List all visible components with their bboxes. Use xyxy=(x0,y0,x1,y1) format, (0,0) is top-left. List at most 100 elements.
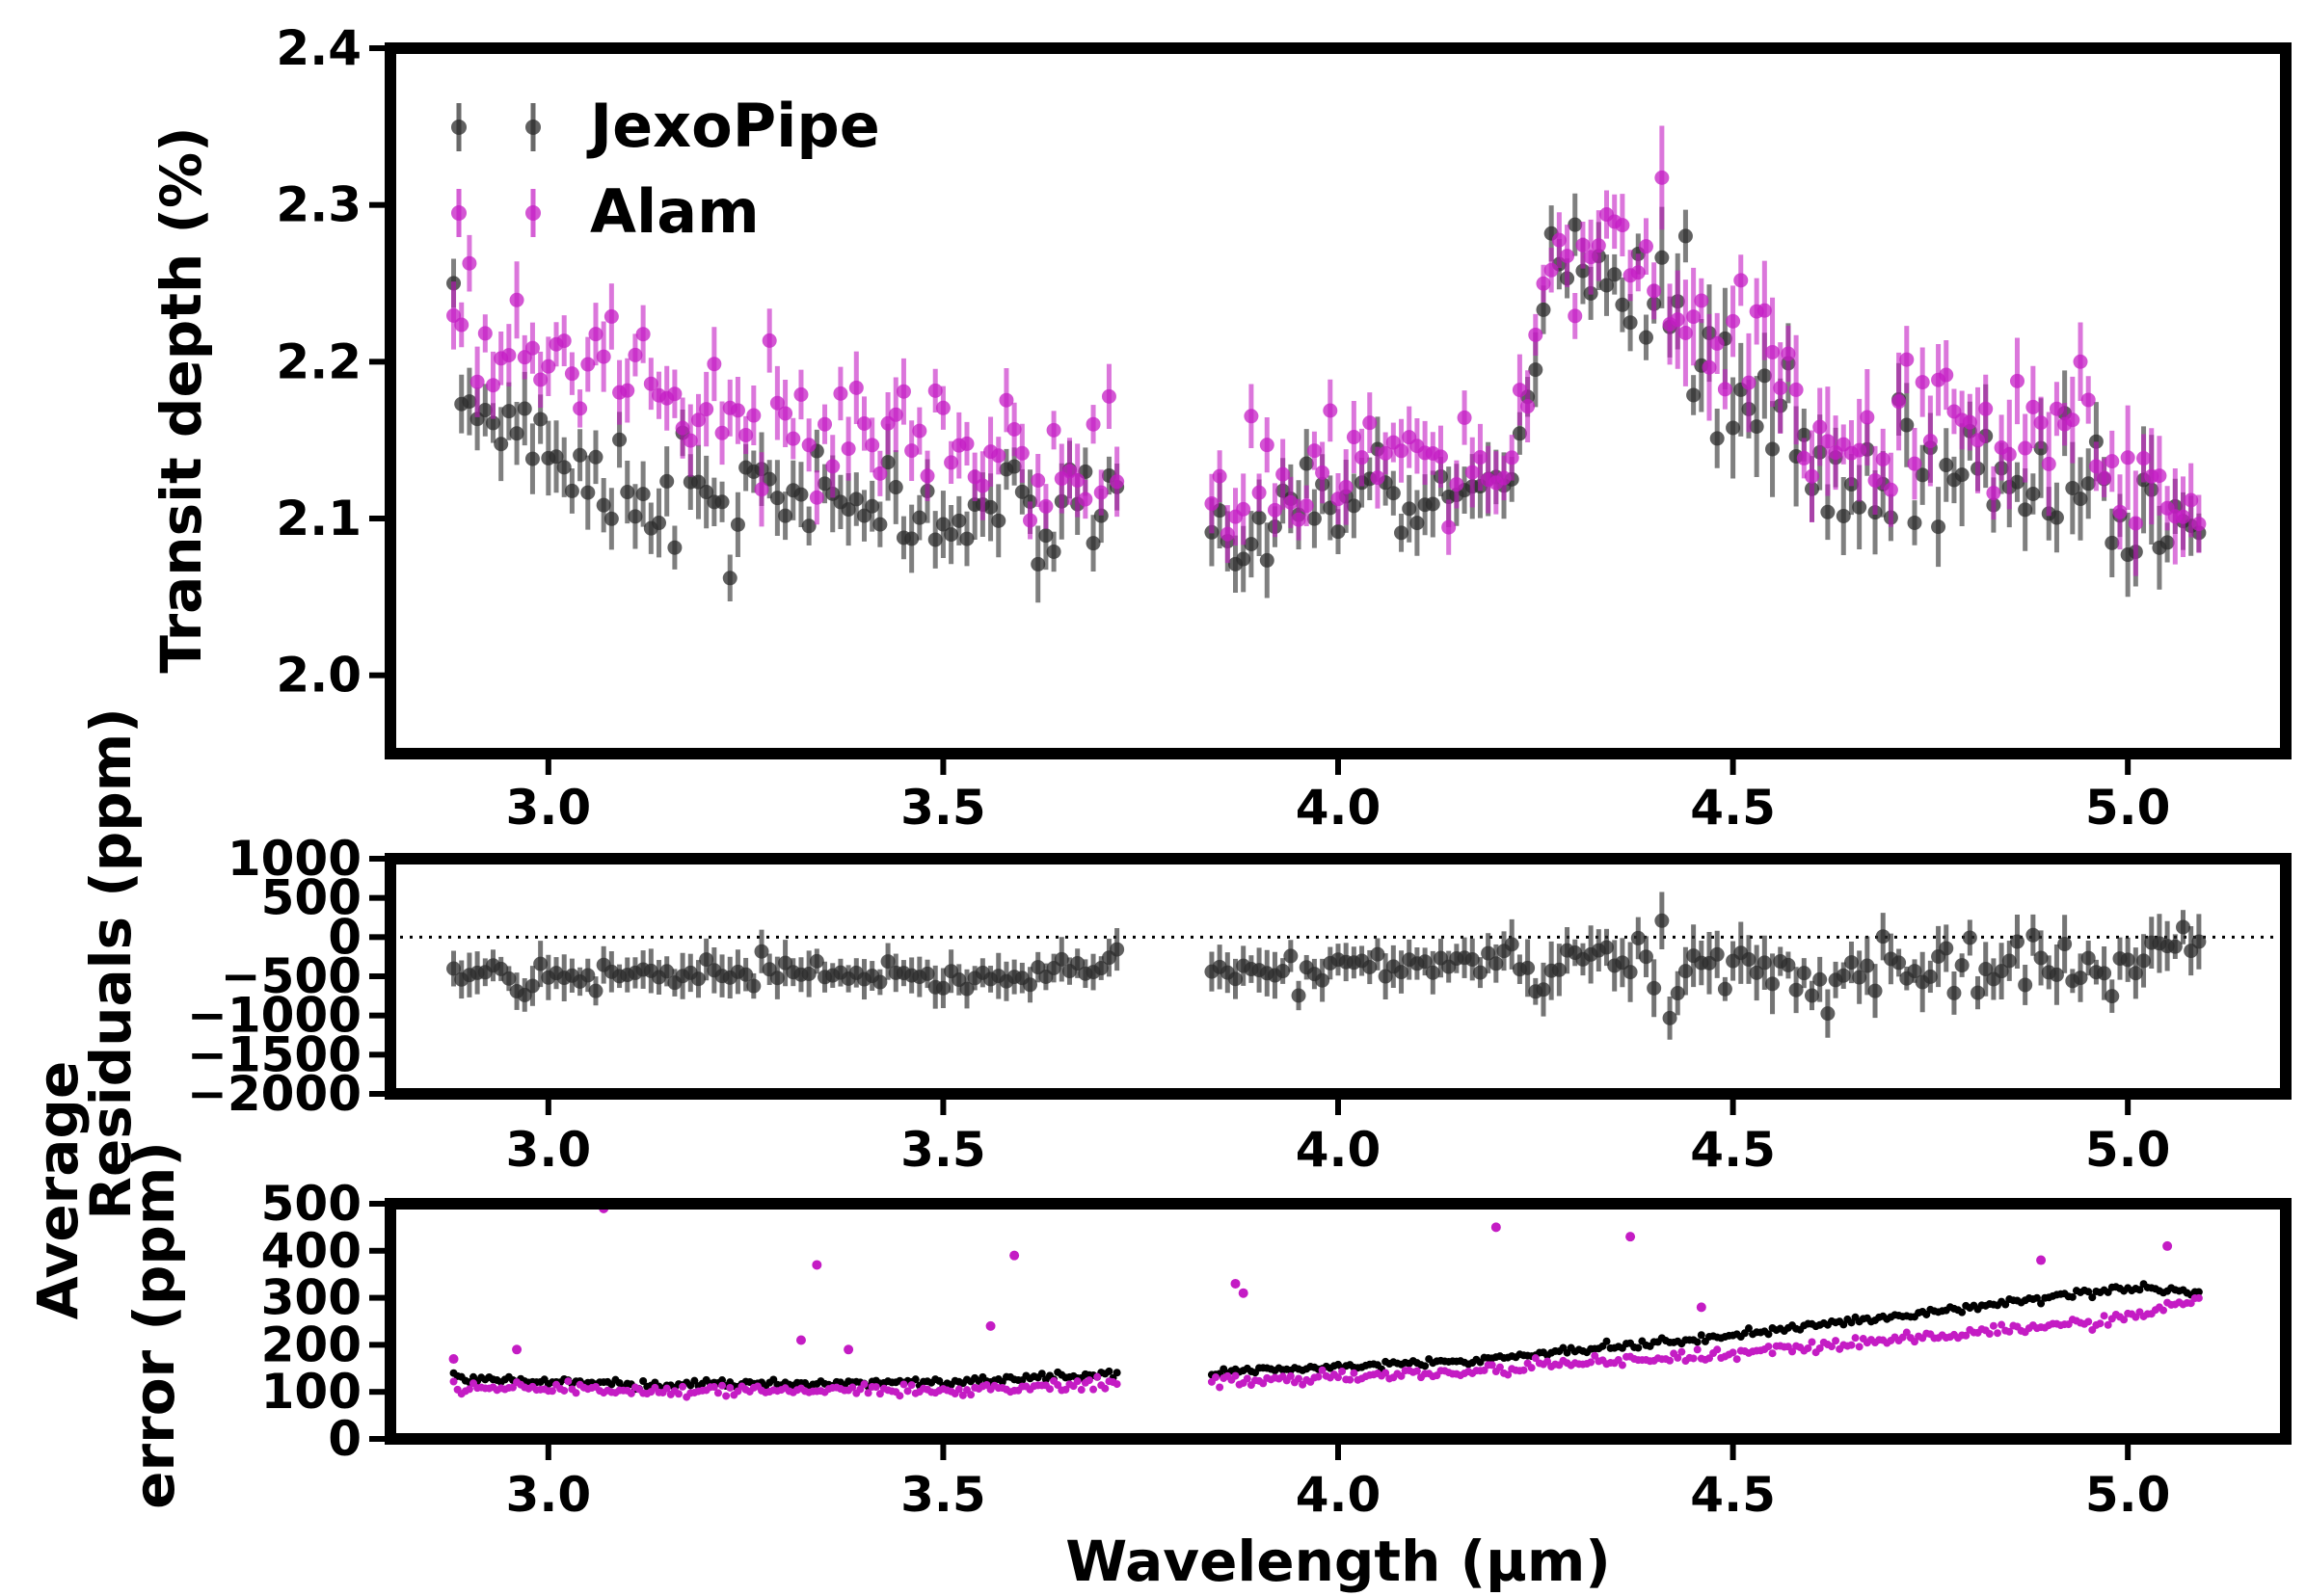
transit-depth-frame xyxy=(385,42,2292,759)
data-point xyxy=(1986,486,2001,501)
data-point xyxy=(1054,1380,1062,1389)
data-point xyxy=(1449,477,1464,492)
data-point xyxy=(1749,419,1764,435)
data-point xyxy=(1815,1343,1824,1352)
data-point xyxy=(1583,250,1598,265)
data-point xyxy=(477,326,493,341)
data-point xyxy=(1670,986,1685,1001)
data-point xyxy=(628,347,643,362)
data-point xyxy=(1568,308,1583,324)
outlier-point xyxy=(985,1320,996,1331)
data-point xyxy=(1618,1361,1626,1370)
data-point xyxy=(1283,494,1299,510)
data-point xyxy=(1283,948,1299,964)
data-point xyxy=(667,540,683,555)
y-tick-label: 500 xyxy=(261,870,362,926)
data-point xyxy=(690,1376,699,1385)
data-point xyxy=(1394,965,1409,980)
data-point xyxy=(1306,443,1322,459)
data-point xyxy=(718,1381,727,1390)
data-point xyxy=(1847,1341,1856,1349)
data-point xyxy=(2159,535,2175,550)
data-point xyxy=(549,449,564,465)
data-point xyxy=(2100,1312,2108,1320)
data-point xyxy=(1694,293,1709,308)
y-tick-label: 500 xyxy=(261,1176,362,1232)
data-point xyxy=(1101,1384,1110,1393)
outlier-point xyxy=(1696,1302,1706,1313)
data-point xyxy=(1488,956,1504,971)
data-point xyxy=(1528,327,1543,342)
data-point xyxy=(1354,450,1370,466)
data-point xyxy=(991,513,1006,528)
average-error-frame xyxy=(385,1198,2292,1445)
data-point xyxy=(848,492,864,507)
data-point xyxy=(1105,1367,1113,1375)
data-point xyxy=(1851,1334,1860,1343)
transit-depth-ticks: 3.0 3.5 4.0 4.5 5.0 2.0 2.1 2.2 2.3 2.4 xyxy=(276,20,2170,836)
x-tick-label: 5.0 xyxy=(2085,780,2171,836)
data-point xyxy=(1634,1343,1643,1352)
data-point xyxy=(860,1380,869,1389)
data-point xyxy=(533,372,549,387)
data-point xyxy=(1954,467,1970,483)
average-error-data xyxy=(448,1203,2203,1401)
data-point xyxy=(1839,1320,1848,1329)
data-point xyxy=(580,485,596,500)
data-point xyxy=(572,1389,580,1397)
data-point xyxy=(746,408,762,423)
data-point xyxy=(2105,989,2120,1004)
data-point xyxy=(2112,504,2128,519)
data-point xyxy=(1756,368,1772,384)
data-point xyxy=(1630,930,1646,945)
y-tick-label: 200 xyxy=(261,1317,362,1372)
data-point xyxy=(449,1377,458,1386)
outlier-point xyxy=(1490,1222,1501,1233)
data-point xyxy=(1630,265,1646,280)
data-point xyxy=(1697,1331,1705,1340)
data-point xyxy=(1994,1329,2002,1338)
data-point xyxy=(1615,955,1630,971)
data-point xyxy=(1689,1354,1698,1363)
data-point xyxy=(1654,913,1670,928)
data-point xyxy=(524,451,540,466)
data-point xyxy=(1907,515,1922,530)
data-point xyxy=(1338,479,1354,494)
data-point xyxy=(2136,451,2152,466)
outlier-point xyxy=(2162,1240,2173,1251)
data-point xyxy=(1536,982,1551,998)
data-point xyxy=(1591,1351,1599,1360)
data-point xyxy=(699,402,714,417)
data-point xyxy=(2080,476,2096,492)
data-point xyxy=(588,327,603,342)
data-point xyxy=(1958,1308,1967,1317)
data-point xyxy=(1464,952,1480,968)
residuals-ticks: 3.0 3.5 4.0 4.5 5.0 10005000−500−1000−1500−20… xyxy=(187,831,2171,1178)
data-point xyxy=(1078,492,1093,507)
data-point xyxy=(1962,930,1977,945)
data-point xyxy=(848,1383,857,1392)
data-point xyxy=(1318,1366,1327,1374)
data-point xyxy=(1394,443,1409,459)
data-point xyxy=(1852,970,1867,985)
data-point xyxy=(1891,955,1907,971)
data-point xyxy=(1412,1367,1421,1375)
data-point xyxy=(1568,217,1583,232)
data-point xyxy=(2009,373,2024,388)
data-point xyxy=(675,420,690,436)
data-point xyxy=(1773,381,1788,396)
data-point xyxy=(2033,415,2049,431)
data-point xyxy=(975,478,990,493)
data-point xyxy=(1101,388,1116,404)
data-point xyxy=(596,349,611,364)
data-point xyxy=(2018,440,2033,456)
data-point xyxy=(1417,954,1433,970)
data-point xyxy=(2049,967,2064,982)
data-point xyxy=(612,432,628,447)
data-point xyxy=(2080,950,2096,966)
data-point xyxy=(1089,1385,1098,1394)
data-point xyxy=(564,1377,573,1386)
data-point xyxy=(848,380,864,395)
